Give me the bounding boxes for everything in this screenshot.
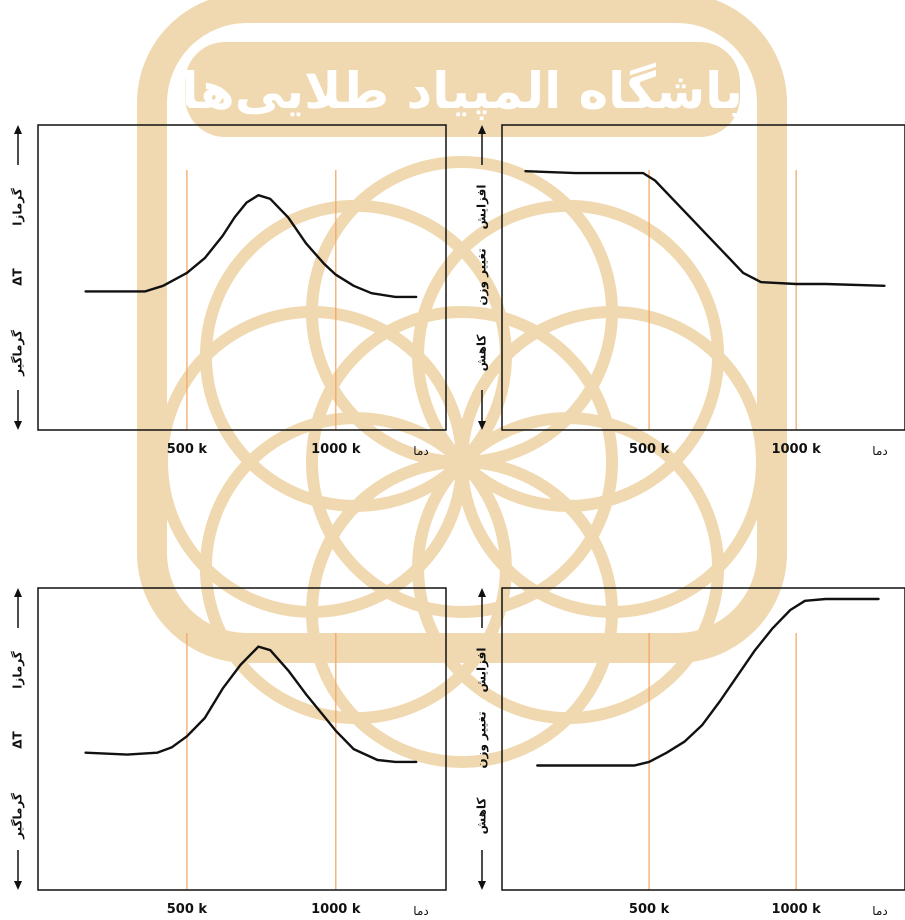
arrow-up-icon xyxy=(14,125,22,134)
arrow-down-icon xyxy=(14,881,22,890)
y-label-middle: ΔT xyxy=(11,267,25,285)
x-axis-label: دما xyxy=(872,444,887,458)
plot-frame xyxy=(37,124,447,431)
y-label-bottom: گرماگیر xyxy=(11,793,25,840)
y-label-bottom: کاهش xyxy=(475,335,489,372)
plot-frame xyxy=(37,587,447,891)
arrow-down-icon xyxy=(14,421,22,430)
series-line xyxy=(524,170,886,287)
watermark: باشگاه المپیاد طلایی‌ها xyxy=(137,0,787,768)
x-axis-label: دما xyxy=(872,904,887,918)
rosette-ring xyxy=(306,306,618,618)
x-axis-label: دما xyxy=(413,444,428,458)
arrow-up-icon xyxy=(478,588,486,597)
chart-panel-tga-bottom: 500 k 1000 k دما افزایش تغییر وزن کاهش xyxy=(475,587,905,918)
watermark-rosette-icon xyxy=(156,156,768,768)
x-tick-label-2: 1000 k xyxy=(311,442,361,457)
y-label-middle: تغییر وزن xyxy=(475,248,490,305)
series-line xyxy=(84,645,418,764)
chart-panel-tga-top: 500 k 1000 k دما افزایش تغییر وزن کاهش xyxy=(475,124,905,458)
rosette-center xyxy=(454,454,470,470)
chart-panel-dta-top: 500 k 1000 k دما گرمازا ΔT گرماگیر xyxy=(11,124,447,458)
plot-frame xyxy=(501,587,905,891)
y-label-top: گرمازا xyxy=(11,188,25,225)
chart-panel-dta-bottom: 500 k 1000 k دما گرمازا ΔT گرماگیر xyxy=(11,587,447,918)
y-label-top: افزایش xyxy=(475,184,489,229)
arrow-down-icon xyxy=(478,421,486,430)
x-tick-label-1: 500 k xyxy=(629,442,670,457)
x-tick-label-2: 1000 k xyxy=(771,902,821,917)
y-label-middle: تغییر وزن xyxy=(475,711,490,768)
watermark-banner xyxy=(185,42,740,137)
y-label-top: افزایش xyxy=(475,647,489,692)
watermark-title: باشگاه المپیاد طلایی‌ها xyxy=(181,62,742,120)
y-label-bottom: گرماگیر xyxy=(11,330,25,377)
x-tick-label-1: 500 k xyxy=(167,902,208,917)
series-line xyxy=(84,194,418,299)
y-label-top: گرمازا xyxy=(11,651,25,688)
y-label-middle: ΔT xyxy=(11,730,25,748)
watermark-frame xyxy=(137,0,787,663)
x-tick-label-1: 500 k xyxy=(167,442,208,457)
x-tick-label-2: 1000 k xyxy=(771,442,821,457)
x-axis-label: دما xyxy=(413,904,428,918)
x-tick-label-1: 500 k xyxy=(629,902,670,917)
series-line xyxy=(536,597,880,767)
x-tick-label-2: 1000 k xyxy=(311,902,361,917)
rosette-petal xyxy=(412,199,725,512)
plot-frame xyxy=(501,124,905,431)
arrow-down-icon xyxy=(478,881,486,890)
arrow-up-icon xyxy=(478,125,486,134)
arrow-up-icon xyxy=(14,588,22,597)
y-label-bottom: کاهش xyxy=(475,798,489,835)
